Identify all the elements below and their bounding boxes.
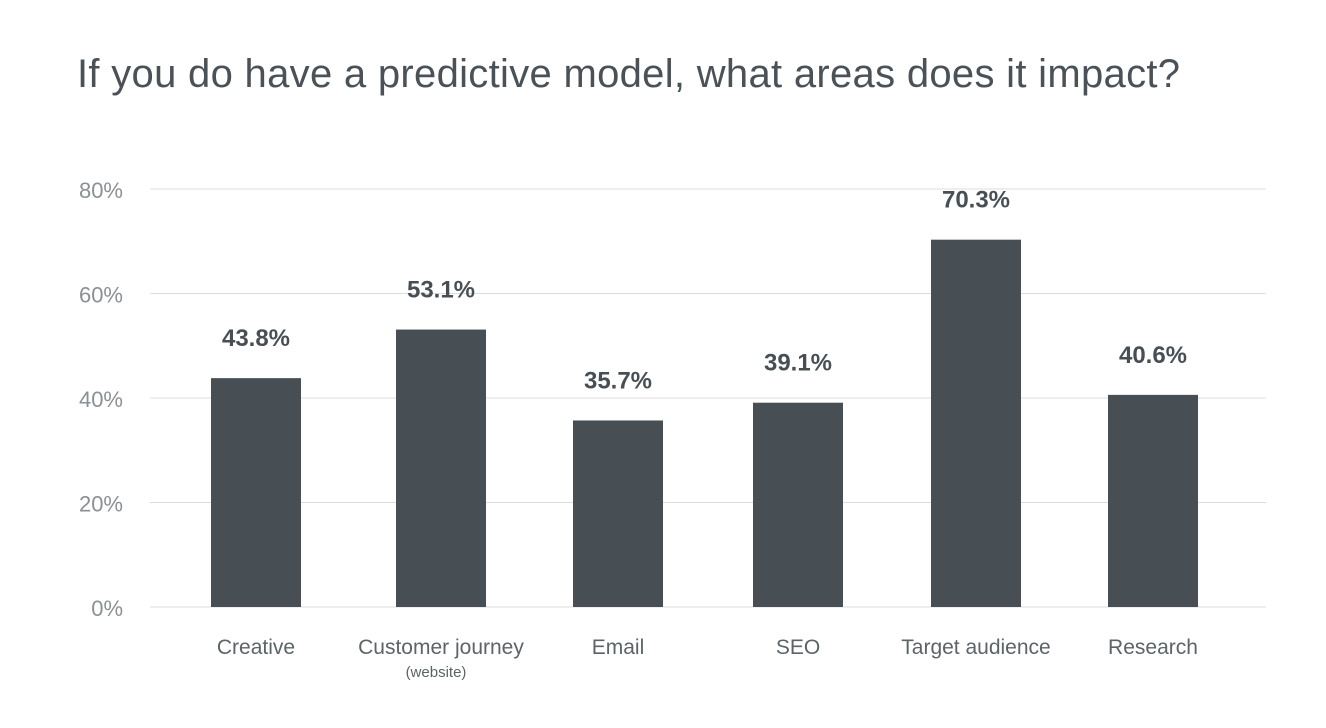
bar-target-audience <box>931 239 1021 607</box>
x-tick-sublabel: (website) <box>406 664 467 681</box>
x-tick-label: Research <box>1108 636 1198 659</box>
y-tick-label: 40% <box>79 387 123 412</box>
data-label: 39.1% <box>764 350 832 377</box>
bar-email <box>573 420 663 607</box>
x-tick-label: SEO <box>776 636 820 659</box>
bar-customer-journey <box>396 329 486 607</box>
x-tick-label: Creative <box>217 636 295 659</box>
y-tick-label: 0% <box>91 596 123 621</box>
x-tick-label: Email <box>592 636 645 659</box>
data-label: 53.1% <box>407 277 475 304</box>
x-tick-label: Customer journey <box>358 636 524 659</box>
chart-title: If you do have a predictive model, what … <box>77 52 1181 96</box>
data-label: 43.8% <box>222 325 290 352</box>
data-label: 70.3% <box>942 187 1010 214</box>
bar-seo <box>753 402 843 607</box>
y-tick-label: 80% <box>79 178 123 203</box>
y-tick-label: 60% <box>79 283 123 308</box>
bar-creative <box>211 378 301 607</box>
x-tick-label: Target audience <box>901 636 1050 659</box>
y-tick-label: 20% <box>79 492 123 517</box>
data-label: 40.6% <box>1119 342 1187 369</box>
bar-research <box>1108 394 1198 607</box>
data-label: 35.7% <box>584 367 652 394</box>
